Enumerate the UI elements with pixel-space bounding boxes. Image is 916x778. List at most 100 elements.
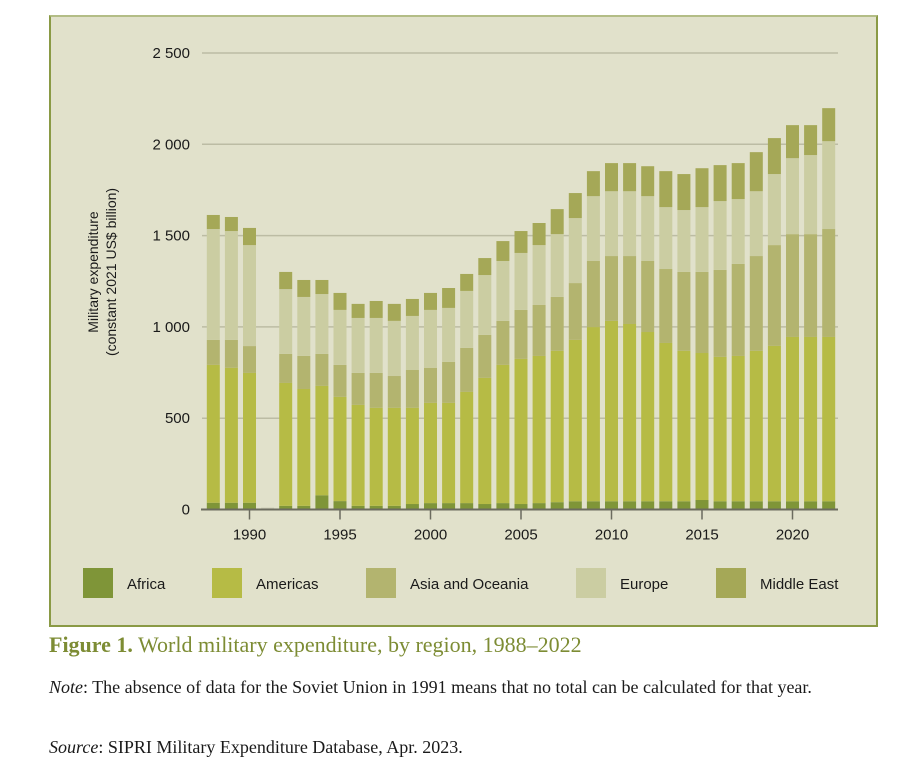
bar-segment-africa [315, 495, 329, 510]
bar-segment-asia-and-oceania [297, 355, 311, 389]
bar-segment-europe [405, 315, 419, 370]
bar-segment-americas [514, 358, 528, 505]
bar-segment-americas [243, 372, 256, 503]
x-tick-label: 2015 [685, 527, 718, 544]
bar-segment-asia-and-oceania [514, 309, 528, 359]
bar-segment-americas [749, 350, 763, 502]
bar-segment-americas [315, 385, 329, 496]
bar-segment-africa [206, 502, 220, 510]
bar-segment-africa [532, 503, 546, 510]
bar-segment-asia-and-oceania [442, 361, 456, 403]
x-tick-label: 2000 [414, 527, 447, 544]
bar-segment-africa [568, 501, 582, 510]
bar-segment-americas [405, 407, 419, 505]
bar-segment-asia-and-oceania [387, 376, 401, 408]
bar-segment-africa [514, 504, 528, 510]
source-text: : SIPRI Military Expenditure Database, A… [98, 737, 463, 757]
bar-segment-africa [424, 503, 437, 510]
bar-segment-americas [387, 407, 401, 506]
bar-segment-americas [786, 336, 799, 502]
bar-segment-africa [713, 501, 727, 510]
bar-segment-middle-east [369, 300, 383, 318]
bar-segment-europe [442, 307, 456, 362]
bar-segment-asia-and-oceania [767, 245, 781, 346]
bar-segment-africa [243, 502, 256, 510]
bar-segment-middle-east [279, 271, 293, 290]
y-axis-title-line2: (constant 2021 US$ billion) [103, 188, 119, 356]
x-tick-label: 2010 [595, 527, 628, 544]
legend-label: Americas [256, 576, 319, 593]
bar-segment-europe [767, 174, 781, 246]
bar-segment-middle-east [351, 303, 365, 318]
bar-segment-americas [623, 323, 637, 502]
bar-segment-asia-and-oceania [460, 347, 474, 392]
bar-segment-asia-and-oceania [731, 263, 745, 356]
bar-segment-americas [586, 327, 600, 502]
bar-segment-middle-east [659, 171, 673, 208]
bar-segment-africa [496, 503, 510, 510]
bar-segment-africa [749, 501, 763, 510]
bar-segment-americas [351, 404, 365, 506]
bar-segment-americas [695, 353, 709, 501]
note-text: : The absence of data for the Soviet Uni… [83, 677, 812, 697]
bar-segment-americas [224, 367, 238, 503]
bar-segment-americas [659, 342, 673, 502]
bar-segment-americas [677, 350, 691, 502]
bar-segment-europe [424, 309, 437, 368]
bar-segment-americas [568, 339, 582, 502]
bar-segment-americas [496, 364, 510, 504]
bar-segment-middle-east [749, 152, 763, 192]
y-tick-labels: 0 500 1 000 1 500 2 000 2 500 [152, 45, 190, 519]
bar-segment-asia-and-oceania [333, 364, 347, 397]
bar-segment-europe [206, 229, 220, 340]
x-tick-label: 2020 [776, 527, 809, 544]
bars [206, 108, 836, 510]
y-axis-title-line1: Military expenditure [85, 211, 101, 333]
bar-segment-africa [731, 501, 745, 510]
bar-segment-africa [224, 502, 238, 510]
legend-swatch-asia-and-oceania [366, 568, 396, 598]
bar-segment-americas [279, 382, 293, 506]
figure-note: Note: The absence of data for the Soviet… [49, 673, 879, 701]
y-tick-label: 2 500 [152, 45, 190, 62]
bar-segment-middle-east [514, 231, 528, 253]
bar-segment-americas [333, 396, 347, 502]
bar-segment-africa [659, 501, 673, 510]
bar-segment-americas [532, 355, 546, 504]
bar-segment-americas [731, 355, 745, 502]
bar-segment-asia-and-oceania [369, 372, 383, 408]
bar-segment-europe [460, 290, 474, 348]
y-tick-label: 2 000 [152, 136, 190, 153]
legend-swatch-europe [576, 568, 606, 598]
bar-segment-europe [695, 207, 709, 272]
bar-segment-europe [315, 294, 329, 354]
bar-segment-europe [804, 155, 818, 235]
bar-segment-asia-and-oceania [677, 271, 691, 351]
bar-segment-middle-east [297, 279, 311, 297]
bar-segment-asia-and-oceania [713, 269, 727, 357]
bar-segment-europe [586, 196, 600, 261]
bar-segment-europe [641, 196, 655, 261]
bar-segment-americas [206, 364, 220, 503]
bar-segment-middle-east [424, 292, 437, 310]
bar-segment-middle-east [568, 193, 582, 219]
bar-segment-europe [659, 207, 673, 270]
bar-segment-americas [442, 402, 456, 504]
legend-swatch-africa [83, 568, 113, 598]
bar-segment-asia-and-oceania [478, 334, 492, 378]
bar-segment-americas [369, 407, 383, 506]
bar-segment-africa [786, 501, 799, 510]
note-label: Note [49, 677, 83, 697]
bar-segment-middle-east [206, 214, 220, 230]
y-tick-label: 0 [182, 502, 190, 519]
y-tick-label: 1 000 [152, 319, 190, 336]
bar-segment-europe [478, 275, 492, 335]
bar-segment-middle-east [731, 163, 745, 200]
x-tick-label: 1990 [233, 527, 266, 544]
bar-segment-europe [550, 234, 564, 297]
bar-segment-asia-and-oceania [749, 256, 763, 351]
bar-segment-middle-east [623, 163, 637, 192]
bar-segment-europe [532, 245, 546, 305]
x-axis: 1990 1995 2000 2005 2010 2015 2020 [201, 508, 838, 544]
